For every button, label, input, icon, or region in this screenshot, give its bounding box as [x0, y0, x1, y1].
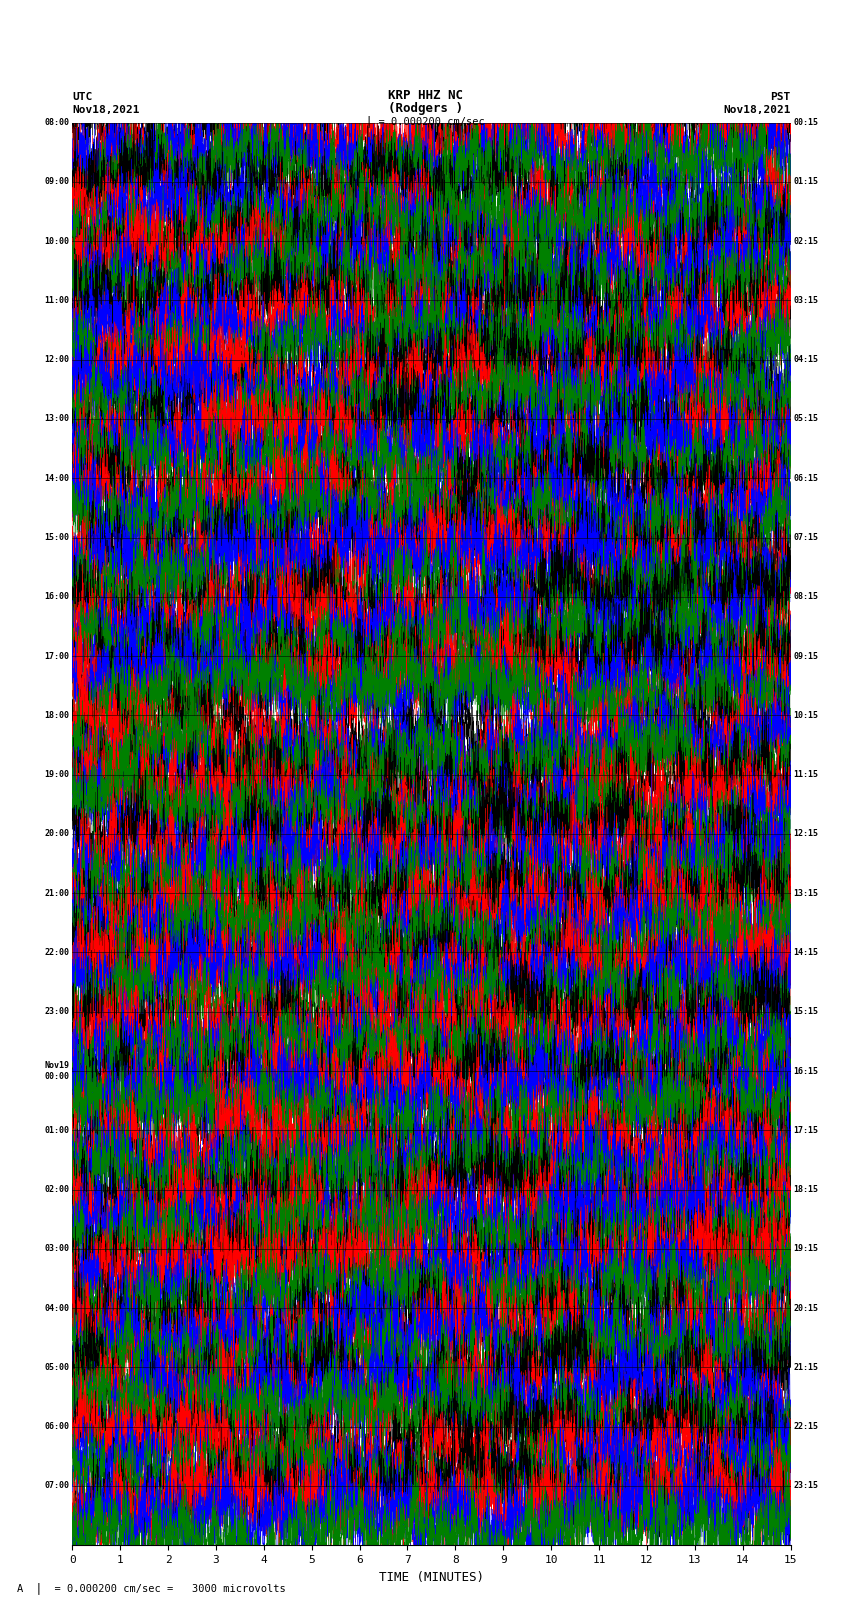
Text: 07:00: 07:00	[44, 1481, 70, 1490]
Text: ⎮ = 0.000200 cm/sec: ⎮ = 0.000200 cm/sec	[366, 115, 484, 127]
Text: 10:15: 10:15	[793, 711, 819, 719]
Text: 05:00: 05:00	[44, 1363, 70, 1373]
Text: 01:00: 01:00	[44, 1126, 70, 1136]
Text: 06:15: 06:15	[793, 474, 819, 482]
Text: 03:15: 03:15	[793, 295, 819, 305]
Text: 10:00: 10:00	[44, 237, 70, 245]
Text: (Rodgers ): (Rodgers )	[388, 102, 462, 116]
Text: 18:00: 18:00	[44, 711, 70, 719]
Text: 05:15: 05:15	[793, 415, 819, 424]
Text: 19:00: 19:00	[44, 769, 70, 779]
Text: 09:00: 09:00	[44, 177, 70, 187]
Text: 04:00: 04:00	[44, 1303, 70, 1313]
Text: 00:15: 00:15	[793, 118, 819, 127]
Text: 14:00: 14:00	[44, 474, 70, 482]
Text: 09:15: 09:15	[793, 652, 819, 661]
Text: 13:15: 13:15	[793, 889, 819, 898]
Text: 03:00: 03:00	[44, 1244, 70, 1253]
Text: 17:00: 17:00	[44, 652, 70, 661]
Text: 12:15: 12:15	[793, 829, 819, 839]
Text: 11:15: 11:15	[793, 769, 819, 779]
Text: 11:00: 11:00	[44, 295, 70, 305]
Text: 04:15: 04:15	[793, 355, 819, 365]
Text: 15:00: 15:00	[44, 532, 70, 542]
Text: 16:15: 16:15	[793, 1066, 819, 1076]
Text: 08:00: 08:00	[44, 118, 70, 127]
Text: 08:15: 08:15	[793, 592, 819, 602]
Text: 23:15: 23:15	[793, 1481, 819, 1490]
Text: 02:00: 02:00	[44, 1186, 70, 1194]
Text: 22:00: 22:00	[44, 948, 70, 957]
Text: 07:15: 07:15	[793, 532, 819, 542]
Text: KRP HHZ NC: KRP HHZ NC	[388, 89, 462, 103]
Text: 16:00: 16:00	[44, 592, 70, 602]
X-axis label: TIME (MINUTES): TIME (MINUTES)	[379, 1571, 484, 1584]
Text: 13:00: 13:00	[44, 415, 70, 424]
Text: 23:00: 23:00	[44, 1007, 70, 1016]
Text: UTC: UTC	[72, 92, 93, 103]
Text: 20:15: 20:15	[793, 1303, 819, 1313]
Text: Nov18,2021: Nov18,2021	[72, 105, 139, 116]
Text: 15:15: 15:15	[793, 1007, 819, 1016]
Text: Nov18,2021: Nov18,2021	[723, 105, 791, 116]
Text: 12:00: 12:00	[44, 355, 70, 365]
Text: A  ⎮  = 0.000200 cm/sec =   3000 microvolts: A ⎮ = 0.000200 cm/sec = 3000 microvolts	[17, 1582, 286, 1594]
Text: 14:15: 14:15	[793, 948, 819, 957]
Text: 21:15: 21:15	[793, 1363, 819, 1373]
Text: 06:00: 06:00	[44, 1423, 70, 1431]
Text: 17:15: 17:15	[793, 1126, 819, 1136]
Text: 20:00: 20:00	[44, 829, 70, 839]
Text: 02:15: 02:15	[793, 237, 819, 245]
Text: 18:15: 18:15	[793, 1186, 819, 1194]
Text: Nov19
00:00: Nov19 00:00	[44, 1061, 70, 1081]
Text: 19:15: 19:15	[793, 1244, 819, 1253]
Text: 21:00: 21:00	[44, 889, 70, 898]
Text: PST: PST	[770, 92, 790, 103]
Text: 22:15: 22:15	[793, 1423, 819, 1431]
Text: 01:15: 01:15	[793, 177, 819, 187]
